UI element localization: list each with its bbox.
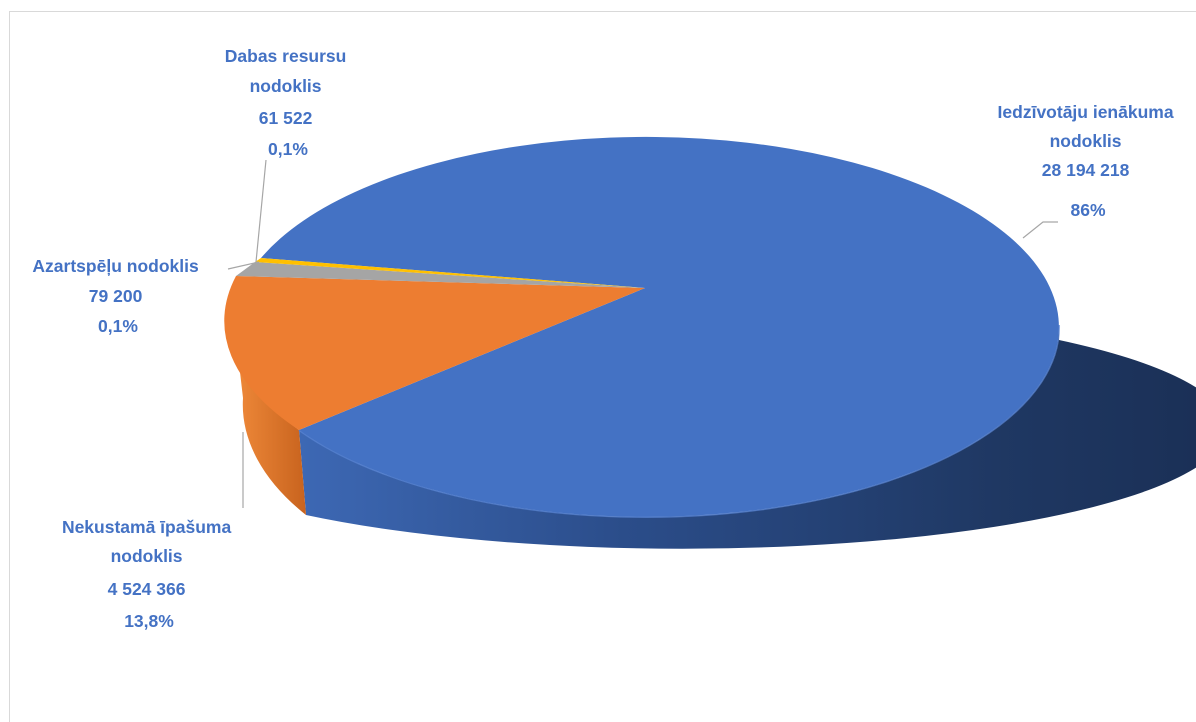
data-label-nekustama: Nekustamā īpašuma nodoklis 4 524 366 13,… — [62, 517, 236, 631]
chart-frame — [9, 11, 1196, 722]
label-value: 61 522 — [259, 108, 313, 128]
data-label-dabas: Dabas resursu nodoklis 61 522 0,1% — [225, 46, 351, 159]
leader-line-dabas — [255, 159, 267, 263]
data-label-azartspelu: Azartspēļu nodoklis 79 200 0,1% — [32, 256, 203, 336]
slice-rim — [298, 324, 1061, 518]
label-line: Azartspēļu nodoklis — [32, 256, 199, 276]
label-line: nodoklis — [111, 546, 183, 566]
label-line: nodoklis — [1050, 131, 1122, 151]
label-percent: 0,1% — [268, 139, 308, 159]
slice-side-iedzivotaju — [299, 325, 1196, 549]
label-line: Nekustamā īpašuma — [62, 517, 232, 537]
slice-side-nekustama — [233, 320, 306, 515]
label-value: 4 524 366 — [108, 579, 186, 599]
leader-line-azartspelu — [227, 261, 260, 270]
leader-line-iedzivotaju — [1022, 221, 1058, 239]
slice-top-azartspelu — [236, 262, 645, 288]
label-line: Dabas resursu — [225, 46, 347, 66]
slice-top-nekustama — [224, 276, 645, 430]
label-percent: 86% — [1070, 200, 1105, 220]
label-value: 79 200 — [89, 286, 143, 306]
label-percent: 13,8% — [124, 611, 174, 631]
label-line: nodoklis — [250, 76, 322, 96]
label-percent: 0,1% — [98, 316, 138, 336]
slice-top-dabas — [255, 258, 645, 288]
data-label-iedzivotaju: Iedzīvotāju ienākuma nodoklis 28 194 218… — [998, 102, 1179, 220]
label-line: Iedzīvotāju ienākuma — [998, 102, 1174, 122]
label-value: 28 194 218 — [1042, 160, 1130, 180]
slice-top-iedzivotaju — [261, 136, 1059, 517]
